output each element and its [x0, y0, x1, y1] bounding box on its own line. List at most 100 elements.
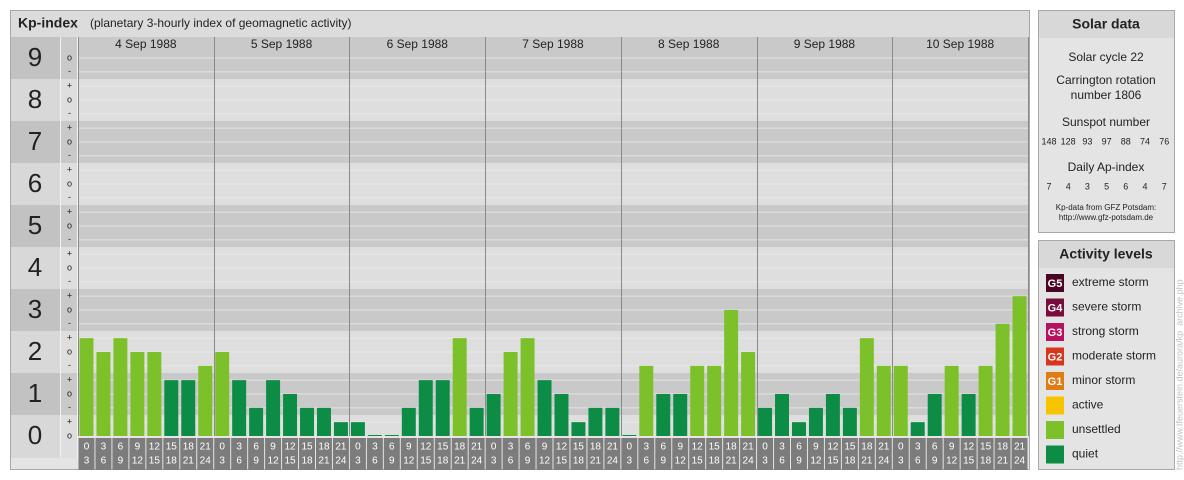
bar [995, 323, 1010, 436]
band [78, 415, 1028, 436]
time-label: 12 [420, 442, 432, 453]
time-label-box [757, 438, 774, 470]
tick-band [61, 247, 78, 289]
time-label: 9 [677, 442, 683, 453]
time-label: 21 [471, 442, 483, 453]
legend-label: quiet [1072, 447, 1099, 461]
time-label: 12 [810, 456, 822, 467]
time-label: 6 [525, 442, 531, 453]
bar [808, 407, 823, 436]
time-label-box [960, 438, 977, 470]
time-label: 12 [675, 456, 687, 467]
bar [401, 407, 416, 436]
time-label: 9 [525, 456, 531, 467]
tick-band [11, 415, 60, 458]
minor-tick-label: o [67, 346, 72, 356]
bar [198, 365, 213, 436]
time-label: 15 [556, 456, 568, 467]
legend-label: unsettled [1072, 422, 1121, 436]
time-label: 9 [389, 456, 395, 467]
bar [96, 352, 111, 436]
sunspot-value: 93 [1082, 136, 1092, 146]
time-label: 18 [709, 456, 721, 467]
bar [418, 380, 433, 436]
time-label-box [332, 438, 349, 470]
bar [266, 380, 281, 436]
bar [113, 338, 128, 436]
title-bar [11, 11, 1029, 37]
tick-band [61, 37, 78, 79]
bar [775, 394, 789, 436]
y-tick-label: 7 [28, 126, 42, 156]
bar [215, 352, 230, 436]
carrington: number 1806 [1071, 88, 1142, 102]
time-label: 12 [403, 456, 415, 467]
time-label-box [977, 438, 994, 470]
time-label-box [146, 438, 163, 470]
time-label-box [791, 438, 807, 470]
time-label: 6 [118, 442, 124, 453]
time-label-box [95, 438, 112, 470]
bar [724, 310, 739, 436]
time-label: 6 [779, 456, 785, 467]
tick-band [61, 79, 78, 121]
bar [588, 407, 603, 436]
time-label: 3 [915, 442, 921, 453]
time-label: 15 [437, 442, 449, 453]
minor-tick-label: + [67, 375, 72, 385]
minor-tick-label: + [67, 291, 72, 301]
time-label: 15 [844, 442, 856, 453]
bar [571, 422, 586, 436]
bar [961, 394, 976, 436]
ap-value: 4 [1142, 181, 1147, 191]
solar-panel [1038, 10, 1175, 233]
sunspot-value: 128 [1061, 136, 1076, 146]
minor-tick-label: + [67, 123, 72, 133]
minor-tick-label: o [67, 94, 72, 104]
minor-tick-label: + [67, 207, 72, 217]
bar [333, 422, 348, 436]
solar-header [1039, 11, 1174, 38]
time-label: 9 [660, 456, 666, 467]
bar [944, 365, 959, 436]
ap-value: 7 [1162, 181, 1167, 191]
bar [622, 435, 637, 436]
time-label: 9 [135, 442, 141, 453]
bar [249, 407, 264, 436]
time-label: 3 [779, 442, 785, 453]
time-label: 24 [607, 456, 619, 467]
ap-value: 3 [1085, 181, 1090, 191]
legend-swatch [1046, 421, 1064, 439]
time-label-box [231, 438, 248, 470]
time-label: 3 [355, 456, 361, 467]
ap-value: 5 [1104, 181, 1109, 191]
time-label: 21 [335, 442, 347, 453]
legend-swatch [1046, 298, 1064, 317]
credit: http://www.tfeuerstein.de/aurora/kp_arch… [1174, 279, 1184, 470]
time-label: 12 [132, 456, 144, 467]
time-label: 0 [84, 442, 90, 453]
time-label-box [604, 438, 621, 470]
legend-label: severe storm [1072, 300, 1141, 314]
chart-title: Kp-index [18, 15, 78, 31]
time-label-box [706, 438, 723, 470]
y-tick-label: 9 [28, 42, 42, 72]
time-label: 18 [844, 456, 856, 467]
y-tick-label: 2 [28, 336, 42, 366]
time-label: 6 [372, 456, 378, 467]
legend-swatch [1046, 347, 1064, 366]
time-label: 18 [301, 456, 313, 467]
time-label: 24 [335, 456, 347, 467]
time-label-box [740, 438, 757, 470]
legend-label: moderate storm [1072, 349, 1156, 363]
minor-tick-label: + [67, 417, 72, 427]
bar [639, 365, 654, 436]
time-label: 0 [898, 442, 904, 453]
minor-tick-label: - [68, 234, 71, 244]
time-label-box [858, 438, 875, 470]
tick-band [11, 37, 60, 79]
time-label: 18 [980, 456, 992, 467]
time-label-box [723, 438, 740, 470]
time-label: 18 [183, 442, 195, 453]
